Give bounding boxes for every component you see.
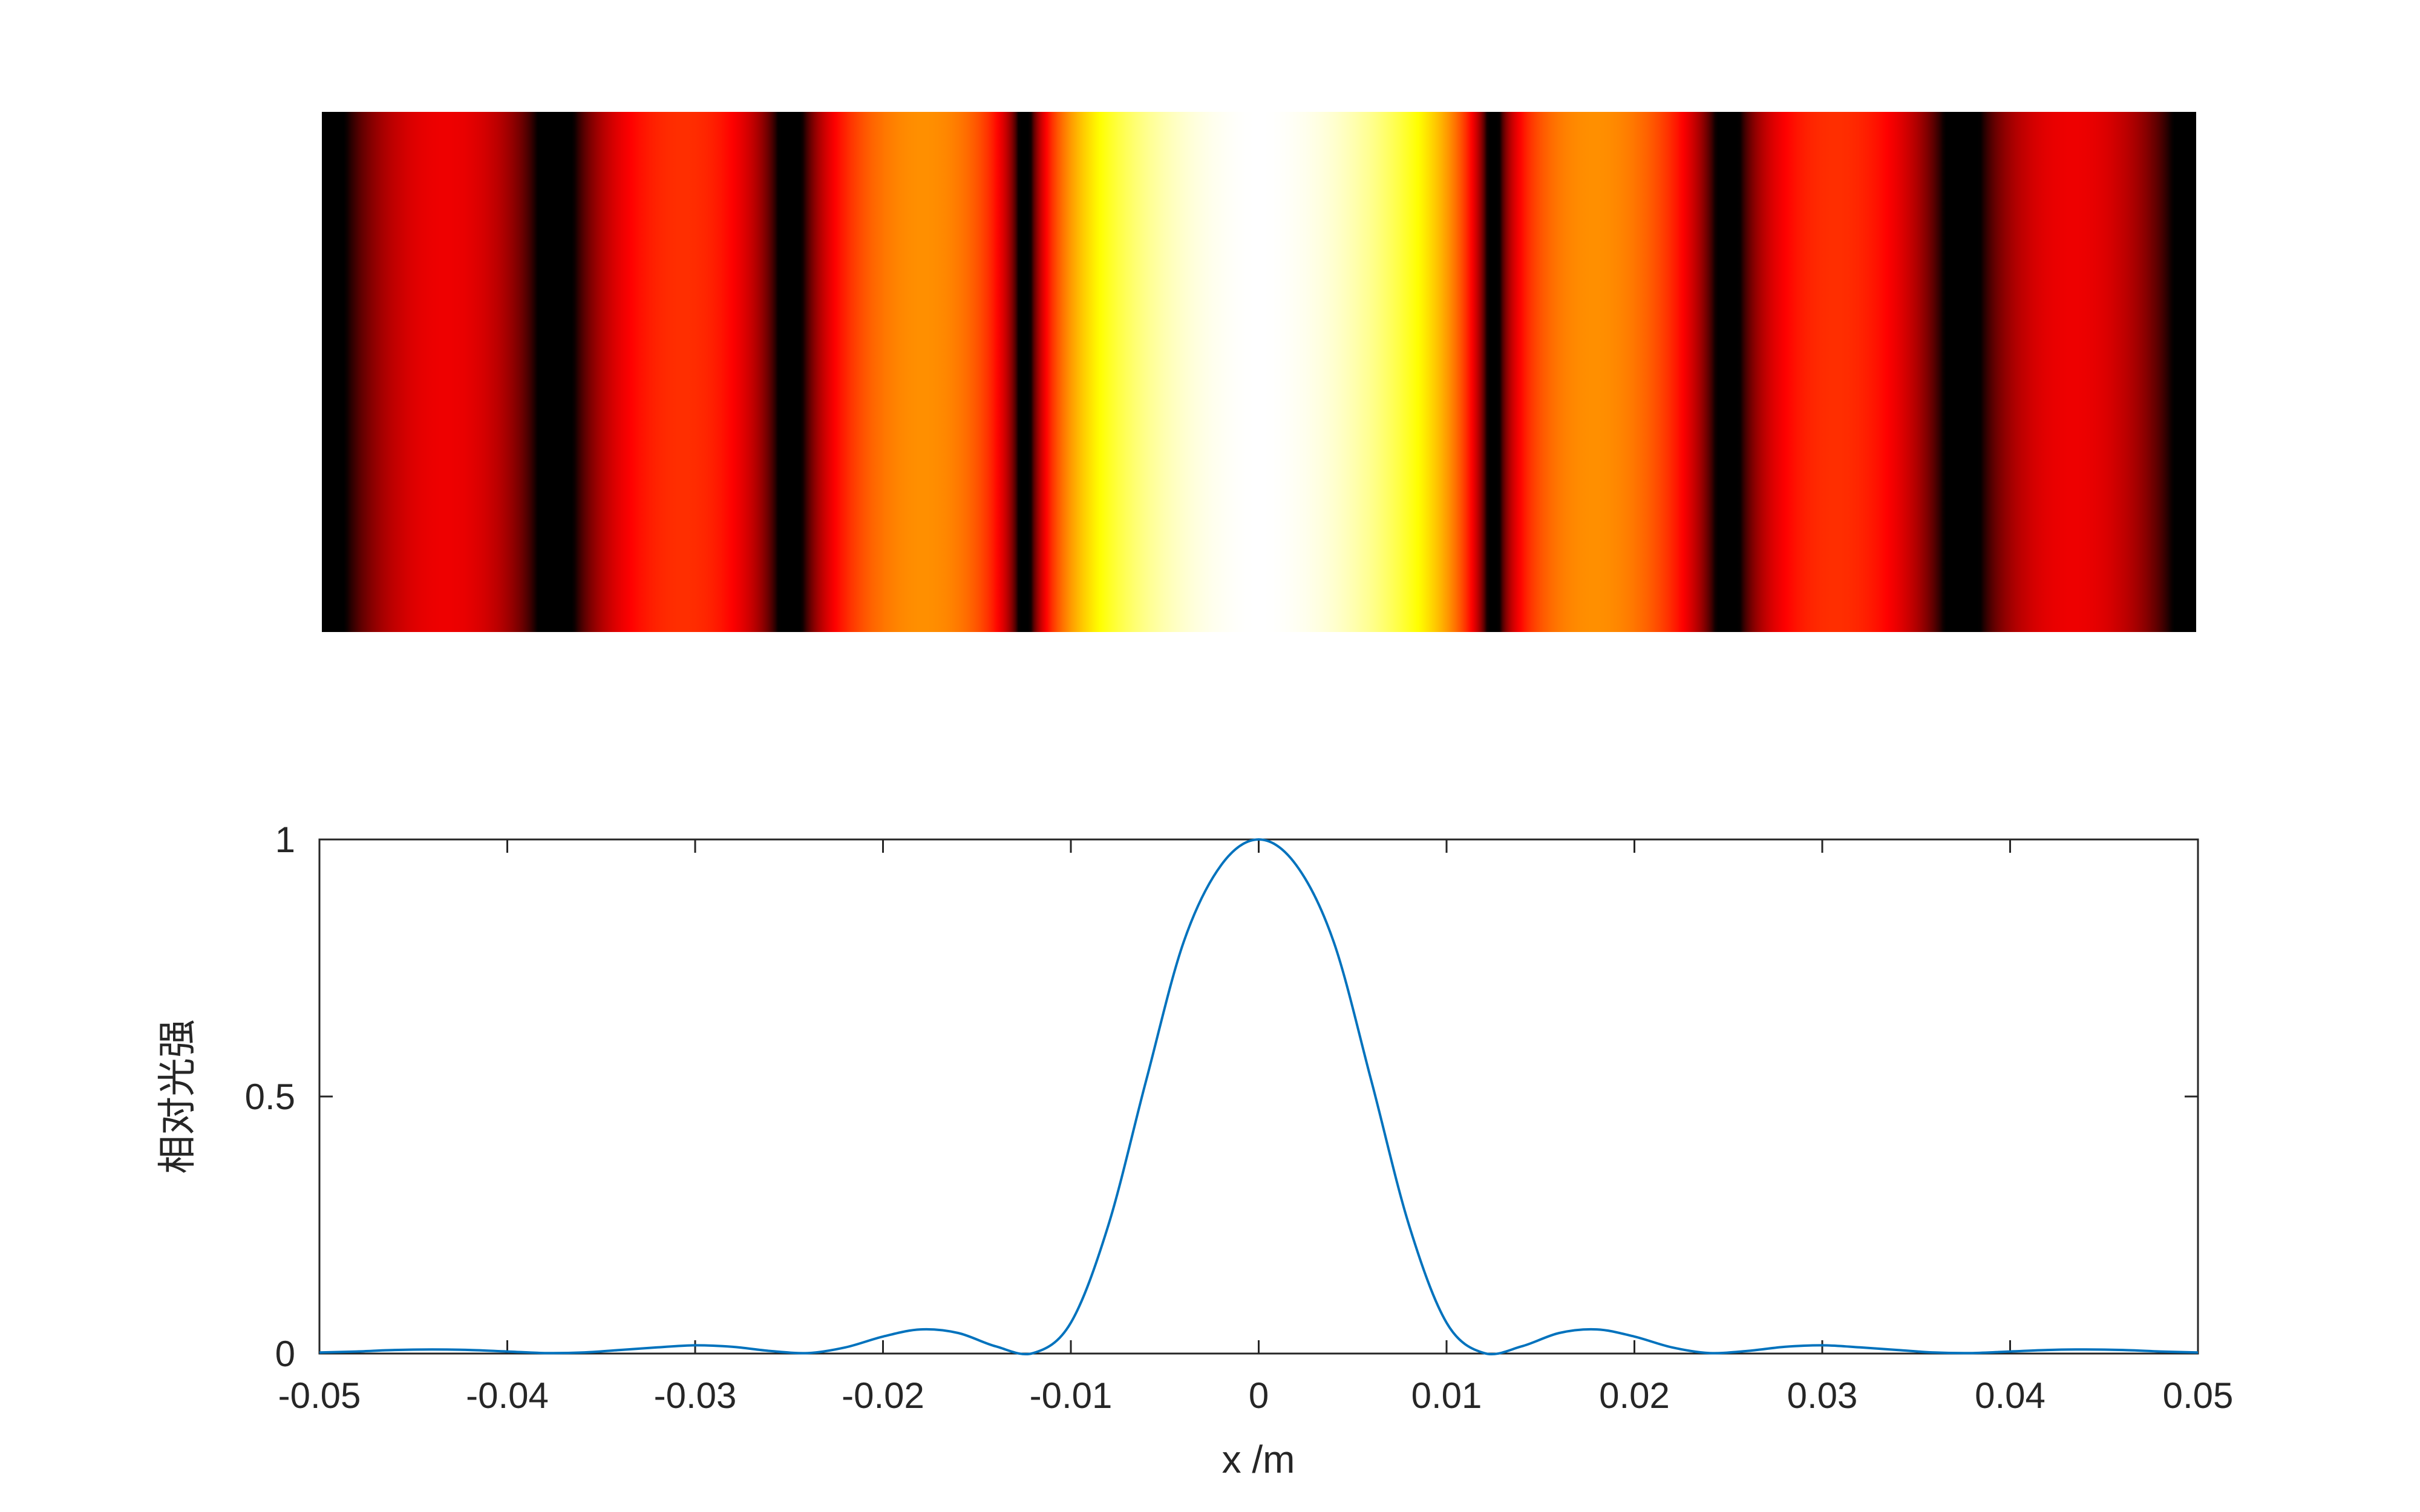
y-axis-label: 相对光强 [155, 1019, 199, 1174]
x-tick-label: 0.01 [1411, 1375, 1482, 1416]
y-tick-label: 1 [275, 820, 295, 860]
intensity-series-line [319, 838, 2199, 1356]
x-tick-label: 0.04 [1975, 1375, 2046, 1416]
x-tick-label: -0.03 [654, 1375, 737, 1416]
y-tick-label: 0.5 [245, 1077, 295, 1117]
x-tick-label: 0.02 [1599, 1375, 1670, 1416]
plot-area [318, 838, 2199, 1355]
x-axis-label: x /m [1222, 1438, 1295, 1481]
x-tick-label: -0.02 [842, 1375, 924, 1416]
fringe-pattern-image [322, 112, 2196, 632]
y-axis-ticks: 00.51 [245, 820, 2198, 1374]
x-tick-label: -0.05 [278, 1375, 361, 1416]
x-tick-label: 0.03 [1787, 1375, 1858, 1416]
fringe-pattern-panel [322, 112, 2196, 632]
intensity-plot-panel: -0.05 -0.04 -0.03 -0.02 -0.01 0 0.01 0.02 0.03 0.… [155, 820, 2233, 1481]
x-tick-label: -0.01 [1030, 1375, 1113, 1416]
x-tick-label: 0 [1249, 1375, 1269, 1416]
x-tick-label: -0.04 [466, 1375, 549, 1416]
x-tick-label: 0.05 [2163, 1375, 2234, 1416]
y-tick-label: 0 [275, 1334, 295, 1374]
x-axis-ticks: -0.05 -0.04 -0.03 -0.02 -0.01 0 0.01 0.02 0.03 0.… [278, 839, 2234, 1416]
